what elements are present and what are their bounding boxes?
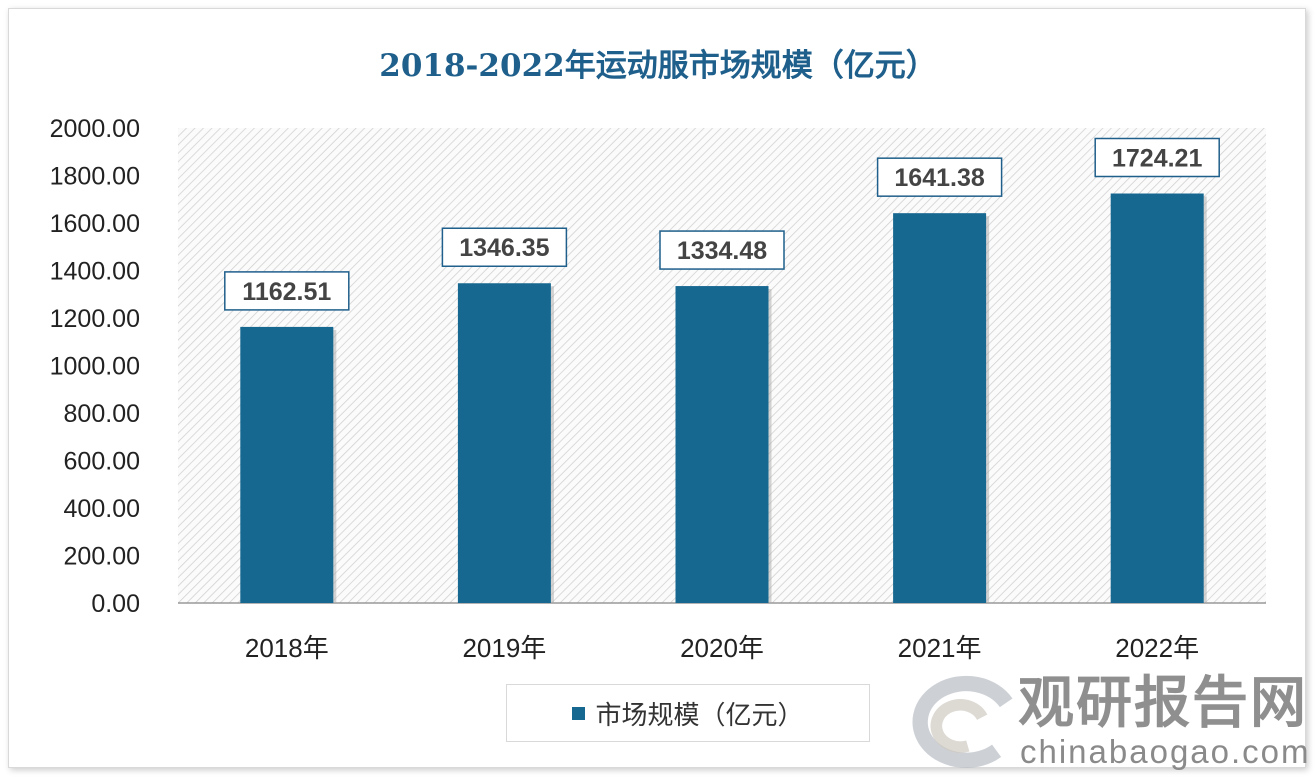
data-label: 1724.21 (1112, 145, 1202, 173)
x-tick-label: 2022年 (1115, 633, 1199, 663)
x-tick-label: 2021年 (898, 633, 982, 663)
bar (893, 213, 987, 604)
y-tick-label: 1200.00 (50, 305, 140, 333)
y-tick-label: 2000.00 (50, 115, 140, 143)
x-tick-label: 2018年 (245, 633, 329, 663)
data-label: 1334.48 (677, 237, 767, 265)
x-tick-label: 2020年 (680, 633, 764, 663)
bar (1110, 193, 1204, 603)
data-label-box (441, 227, 568, 267)
data-label: 1162.51 (242, 278, 331, 306)
chart-title: 2018-2022年运动服市场规模（亿元） (379, 48, 937, 84)
legend-label: 市场规模（亿元） (595, 699, 804, 730)
y-tick-label: 1800.00 (50, 163, 140, 191)
data-label-box (224, 271, 350, 311)
data-label-box (1094, 137, 1220, 178)
watermark-logo-icon (912, 675, 1013, 768)
y-tick-label: 1400.00 (50, 258, 140, 286)
y-tick-label: 800.00 (64, 400, 140, 428)
y-tick-label: 200.00 (64, 543, 140, 571)
bar (675, 286, 769, 603)
legend: 市场规模（亿元） (506, 684, 870, 742)
data-label: 1346.35 (459, 234, 549, 262)
y-tick-label: 400.00 (64, 495, 140, 523)
watermark-cn: 观研报告网 (1018, 671, 1308, 734)
y-tick-label: 1600.00 (50, 210, 140, 238)
watermark-en: chinabaogao.com (1020, 733, 1311, 770)
x-tick-label: 2019年 (462, 633, 546, 663)
legend-swatch (572, 706, 586, 720)
data-label-box (876, 157, 1003, 197)
bar (457, 283, 551, 603)
data-label: 1641.38 (894, 164, 984, 192)
y-tick-label: 1000.00 (50, 353, 140, 381)
data-label-box (659, 230, 785, 270)
y-tick-label: 0.00 (91, 590, 140, 618)
bar (240, 326, 334, 603)
y-tick-label: 600.00 (64, 448, 140, 476)
